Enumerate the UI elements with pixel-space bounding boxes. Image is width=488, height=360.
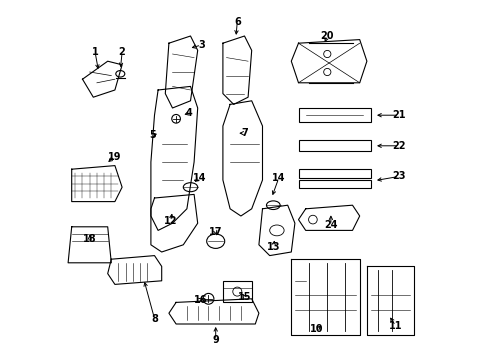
Bar — [298, 169, 370, 178]
Text: 23: 23 — [392, 171, 405, 181]
Text: 11: 11 — [388, 321, 402, 331]
Bar — [223, 281, 251, 302]
Text: 6: 6 — [233, 17, 240, 27]
Bar — [298, 108, 370, 122]
Text: 1: 1 — [92, 47, 98, 57]
Text: 17: 17 — [208, 227, 222, 237]
Text: 9: 9 — [212, 335, 219, 345]
Text: 2: 2 — [119, 47, 125, 57]
Text: 18: 18 — [83, 234, 96, 244]
Text: 5: 5 — [149, 130, 156, 140]
Text: 19: 19 — [108, 152, 122, 162]
Text: 7: 7 — [241, 128, 247, 138]
Text: 22: 22 — [392, 141, 405, 151]
Bar — [298, 140, 370, 151]
Text: 24: 24 — [324, 220, 337, 230]
Text: 4: 4 — [185, 108, 192, 118]
Text: 21: 21 — [392, 110, 405, 120]
Text: 20: 20 — [320, 31, 333, 41]
Text: 15: 15 — [237, 292, 251, 302]
Text: 14: 14 — [192, 173, 206, 183]
Text: 12: 12 — [163, 216, 177, 226]
Text: 8: 8 — [151, 314, 158, 324]
Text: 10: 10 — [309, 324, 323, 334]
Bar — [298, 180, 370, 188]
Text: 3: 3 — [198, 40, 204, 50]
Text: 14: 14 — [271, 173, 285, 183]
Text: 13: 13 — [266, 242, 280, 252]
Text: 16: 16 — [193, 294, 207, 305]
